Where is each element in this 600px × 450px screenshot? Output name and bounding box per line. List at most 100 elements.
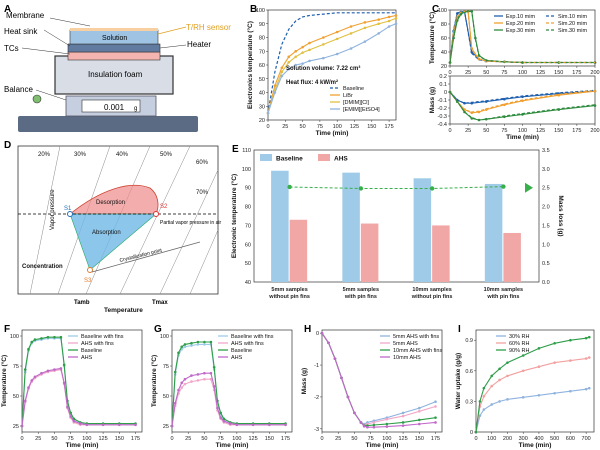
x-tick-label: 175 (572, 70, 581, 76)
legend-label: AHS (231, 355, 243, 361)
legend-label: AHS (334, 156, 348, 163)
y-tick-label: 20 (259, 118, 265, 124)
data-point (498, 400, 501, 403)
data-point (434, 416, 437, 419)
data-point (363, 21, 367, 24)
x-tick-label: 100 (82, 436, 91, 442)
x-tick-label: 75 (501, 70, 507, 76)
data-point (79, 422, 82, 425)
mass-loss-line (289, 186, 504, 189)
data-point (506, 361, 509, 364)
insulation-label: Insulation foam (88, 70, 143, 79)
y2-tick-label: 0.5 (542, 261, 550, 267)
balance-unit: g (134, 106, 137, 112)
data-point (53, 335, 56, 339)
y-tick-label: 0 (316, 331, 319, 337)
legend-label: 5mm AHS with fins (393, 334, 439, 340)
data-point (335, 52, 339, 56)
data-point (587, 335, 591, 339)
data-point (587, 356, 591, 359)
x-tick-label: 150 (115, 436, 124, 442)
data-point (33, 338, 37, 341)
data-point (417, 406, 421, 410)
data-point (308, 48, 311, 52)
y-tick-label: -1 (314, 363, 319, 369)
data-point (69, 415, 72, 418)
data-point (294, 63, 297, 67)
x-tick-label: 175 (572, 128, 581, 134)
data-point (482, 408, 486, 411)
x-tick-label: 75 (501, 128, 507, 134)
data-point (593, 89, 597, 93)
x-tick-label: 100 (518, 128, 527, 134)
panel-d: D Vapor pressure Temperature 20% 30% 40%… (4, 140, 221, 314)
data-point (584, 357, 588, 360)
panel-a-label: A (4, 4, 11, 15)
data-point (287, 55, 291, 59)
y-tick-label: 40 (245, 280, 251, 286)
x-tick-label: 125 (536, 70, 545, 76)
panel-label: H (304, 324, 311, 335)
data-point (308, 41, 311, 45)
series-line (171, 378, 286, 427)
y-tick-label: 100 (10, 334, 19, 340)
data-point (385, 425, 389, 428)
data-point (280, 70, 284, 74)
annotation: Solution volume: 7.22 cm³ (286, 65, 360, 72)
category-label: 10mm samples (412, 287, 451, 293)
x-axis-label: Time (min) (506, 134, 539, 141)
balance-display (81, 99, 141, 113)
data-point (372, 421, 376, 424)
plot-frame (253, 149, 540, 283)
data-point (553, 341, 556, 345)
data-point (377, 22, 381, 26)
data-point (417, 409, 421, 413)
s3-label: S3 (84, 278, 92, 284)
y-tick-label: 50 (259, 77, 265, 83)
data-point (434, 400, 437, 404)
data-point (59, 335, 63, 339)
mass-loss-point (358, 186, 364, 191)
chart-b: B0 25 50 75 100 125 150 1752030405060708090100T… (246, 4, 398, 137)
heater (67, 51, 161, 61)
legend-label: 30% RH (509, 334, 530, 340)
data-point (173, 401, 177, 405)
data-point (273, 84, 277, 87)
data-point (335, 37, 339, 41)
panel-label: F (4, 324, 10, 335)
data-point (117, 423, 121, 427)
y-tick-label: 100 (438, 8, 447, 14)
panel-d-label: D (4, 140, 11, 151)
data-point (394, 16, 398, 20)
rh-20: 20% (38, 152, 51, 158)
x-tick-label: 75 (68, 436, 74, 442)
data-point (349, 25, 353, 28)
data-point (301, 45, 304, 49)
data-point (587, 386, 591, 390)
data-point (280, 66, 284, 70)
d-ylabel: Vapor pressure (50, 189, 56, 230)
data-point (27, 347, 30, 351)
data-point (363, 26, 367, 30)
data-point (284, 423, 287, 427)
heater-label: Heater (187, 40, 211, 49)
y-tick-label: 0.6 (465, 369, 473, 375)
data-point (503, 97, 506, 101)
data-point (196, 340, 200, 344)
x-tick-label: 100 (487, 436, 496, 442)
legend-label: AHS with fins (81, 341, 114, 347)
y-axis-label: Mass (g) (429, 87, 436, 113)
x-axis-label: Time (min) (316, 130, 349, 137)
y2-tick-label: 3.5 (542, 148, 550, 154)
panel-label: G (154, 324, 162, 335)
data-point (503, 103, 506, 107)
data-point (190, 380, 193, 383)
legend-label: Baseline (343, 86, 364, 92)
category-label-2: without pin fins (268, 294, 310, 300)
x-tick-label: 0 (474, 436, 477, 442)
data-point (209, 377, 213, 381)
legend-label: Baseline with fins (231, 334, 274, 340)
legend-label: 10mm AHS (393, 355, 421, 361)
